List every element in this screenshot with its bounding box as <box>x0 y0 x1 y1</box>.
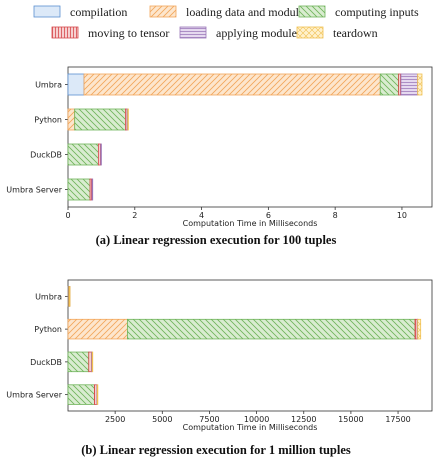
legend-swatch-loading <box>149 5 177 18</box>
x-tick-label: 6 <box>266 211 271 220</box>
figure-caption: (a) Linear regression execution for 100 … <box>96 233 337 247</box>
figure-caption: (b) Linear regression execution for 1 mi… <box>81 443 351 457</box>
bar-segment-teardown <box>417 318 422 340</box>
x-axis-label: Computation Time in Milliseconds <box>183 423 318 432</box>
x-tick-label: 0 <box>65 211 70 220</box>
bar-segment-applying <box>91 178 94 201</box>
bar-segment-applying <box>100 143 102 166</box>
x-tick-label: 2500 <box>105 415 125 424</box>
legend-item-loading: loading data and module <box>149 5 304 19</box>
bar-segment-loading <box>67 108 76 131</box>
x-tick-label: 10 <box>397 211 407 220</box>
bar-segment-teardown <box>96 384 99 405</box>
bar-segment-teardown <box>417 73 423 96</box>
bar-segment-teardown <box>91 351 94 373</box>
bar-segment-computing <box>67 351 90 373</box>
y-tick-label: Python <box>34 325 62 334</box>
legend-swatch-applying <box>179 26 207 39</box>
x-tick-label: 4 <box>199 211 204 220</box>
plot-frame <box>67 66 433 208</box>
y-tick-label: Umbra <box>35 81 62 90</box>
x-tick-label: 7500 <box>199 415 219 424</box>
bar-segment-computing <box>67 384 95 405</box>
y-tick-label: Umbra Server <box>6 186 62 195</box>
legend-swatch-tensor <box>51 26 79 39</box>
x-tick-label: 12500 <box>291 415 316 424</box>
legend: compilation loading data and module comput… <box>33 5 419 40</box>
chart-a: Umbra Python DuckDB Umbra Server 0 2 4 6 8 10 Comp… <box>6 66 433 247</box>
y-tick-label: Umbra <box>35 292 62 301</box>
plot-frame <box>67 279 433 412</box>
bar-segment-computing <box>127 318 416 340</box>
x-tick-label: 10000 <box>244 415 269 424</box>
bar-segment-tensor <box>88 351 92 373</box>
x-tick-label: 15000 <box>338 415 363 424</box>
bar-segment-teardown <box>69 286 71 307</box>
bar-segment-loading <box>67 318 128 340</box>
legend-label-applying: applying module <box>216 26 297 40</box>
y-tick-label: DuckDB <box>30 151 62 160</box>
bar-segment-loading <box>83 73 381 96</box>
bar-segment-computing <box>74 108 126 131</box>
bar-segment-computing <box>67 143 99 166</box>
bar-segment-applying <box>400 73 419 96</box>
legend-swatch-computing <box>298 5 326 18</box>
y-tick-label: DuckDB <box>30 358 62 367</box>
legend-label-loading: loading data and module <box>186 5 304 19</box>
legend-swatch-compilation <box>33 5 61 18</box>
legend-item-compilation: compilation <box>33 5 127 19</box>
legend-swatch-teardown <box>296 26 324 39</box>
legend-label-compilation: compilation <box>70 5 127 19</box>
legend-label-tensor: moving to tensor <box>88 26 169 40</box>
x-tick-label: 17500 <box>385 415 410 424</box>
bar-segment-teardown <box>127 108 129 131</box>
legend-item-applying: applying module <box>179 26 297 40</box>
legend-label-teardown: teardown <box>333 26 378 40</box>
x-tick-label: 8 <box>333 211 338 220</box>
legend-item-teardown: teardown <box>296 26 378 40</box>
legend-item-computing: computing inputs <box>298 5 419 19</box>
chart-b: Umbra Python DuckDB Umbra Server 2500 5000 750… <box>6 279 433 457</box>
legend-label-computing: computing inputs <box>335 5 419 19</box>
legend-item-tensor: moving to tensor <box>51 26 169 40</box>
y-tick-label: Umbra Server <box>6 391 62 400</box>
bar-segment-compilation <box>67 73 85 96</box>
bar-segment-computing <box>67 178 91 201</box>
x-tick-label: 2 <box>132 211 137 220</box>
x-tick-label: 5000 <box>152 415 172 424</box>
x-axis-label: Computation Time in Milliseconds <box>183 219 318 228</box>
y-tick-label: Python <box>34 116 62 125</box>
bar-segment-computing <box>379 73 400 96</box>
